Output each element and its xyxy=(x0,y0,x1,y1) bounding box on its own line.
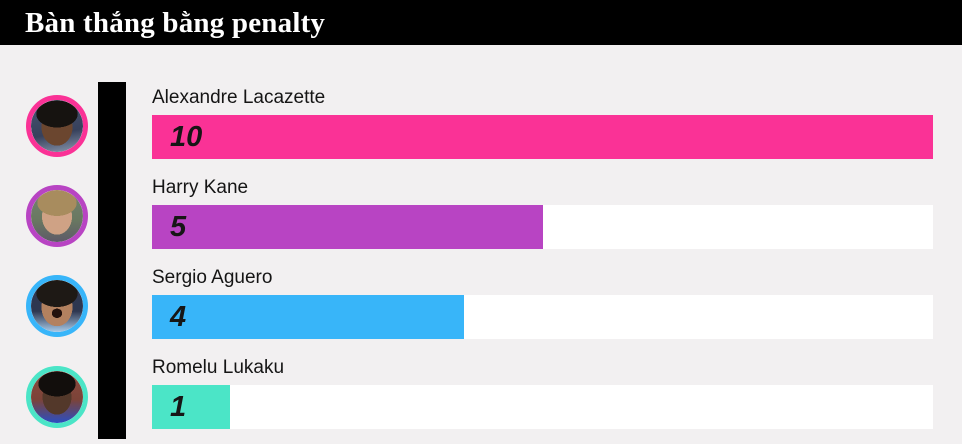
bar-track: 1 xyxy=(152,385,933,429)
bar-track: 4 xyxy=(152,295,933,339)
bar-track: 5 xyxy=(152,205,933,249)
bar-value: 1 xyxy=(170,390,187,423)
chart-row: Alexandre Lacazette 10 xyxy=(152,88,933,159)
vertical-accent-bar xyxy=(98,82,126,439)
player-photo xyxy=(31,100,83,152)
chart-row: Harry Kane 5 xyxy=(152,178,933,249)
player-photo xyxy=(31,190,83,242)
bar-fill: 5 xyxy=(152,205,543,249)
player-name: Harry Kane xyxy=(152,177,249,198)
player-avatar-aguero xyxy=(26,275,88,337)
player-avatar-lukaku xyxy=(26,366,88,428)
player-photo xyxy=(31,280,83,332)
player-avatar-kane xyxy=(26,185,88,247)
player-avatar-lacazette xyxy=(26,95,88,157)
player-name: Alexandre Lacazette xyxy=(152,87,326,108)
bar-track: 10 xyxy=(152,115,933,159)
page-title: Bàn thắng bằng penalty xyxy=(25,7,326,39)
player-name: Romelu Lukaku xyxy=(152,357,285,378)
chart-row: Sergio Aguero 4 xyxy=(152,268,933,339)
player-name: Sergio Aguero xyxy=(152,267,273,288)
chart-row: Romelu Lukaku 1 xyxy=(152,358,933,429)
bar-value: 5 xyxy=(170,210,187,243)
bar-value: 4 xyxy=(170,300,187,333)
bar-fill: 1 xyxy=(152,385,231,429)
bar-fill: 4 xyxy=(152,295,465,339)
bar-value: 10 xyxy=(170,120,203,153)
bar-fill: 10 xyxy=(152,115,933,159)
player-photo xyxy=(31,371,83,423)
header: Bàn thắng bằng penalty xyxy=(0,0,962,45)
